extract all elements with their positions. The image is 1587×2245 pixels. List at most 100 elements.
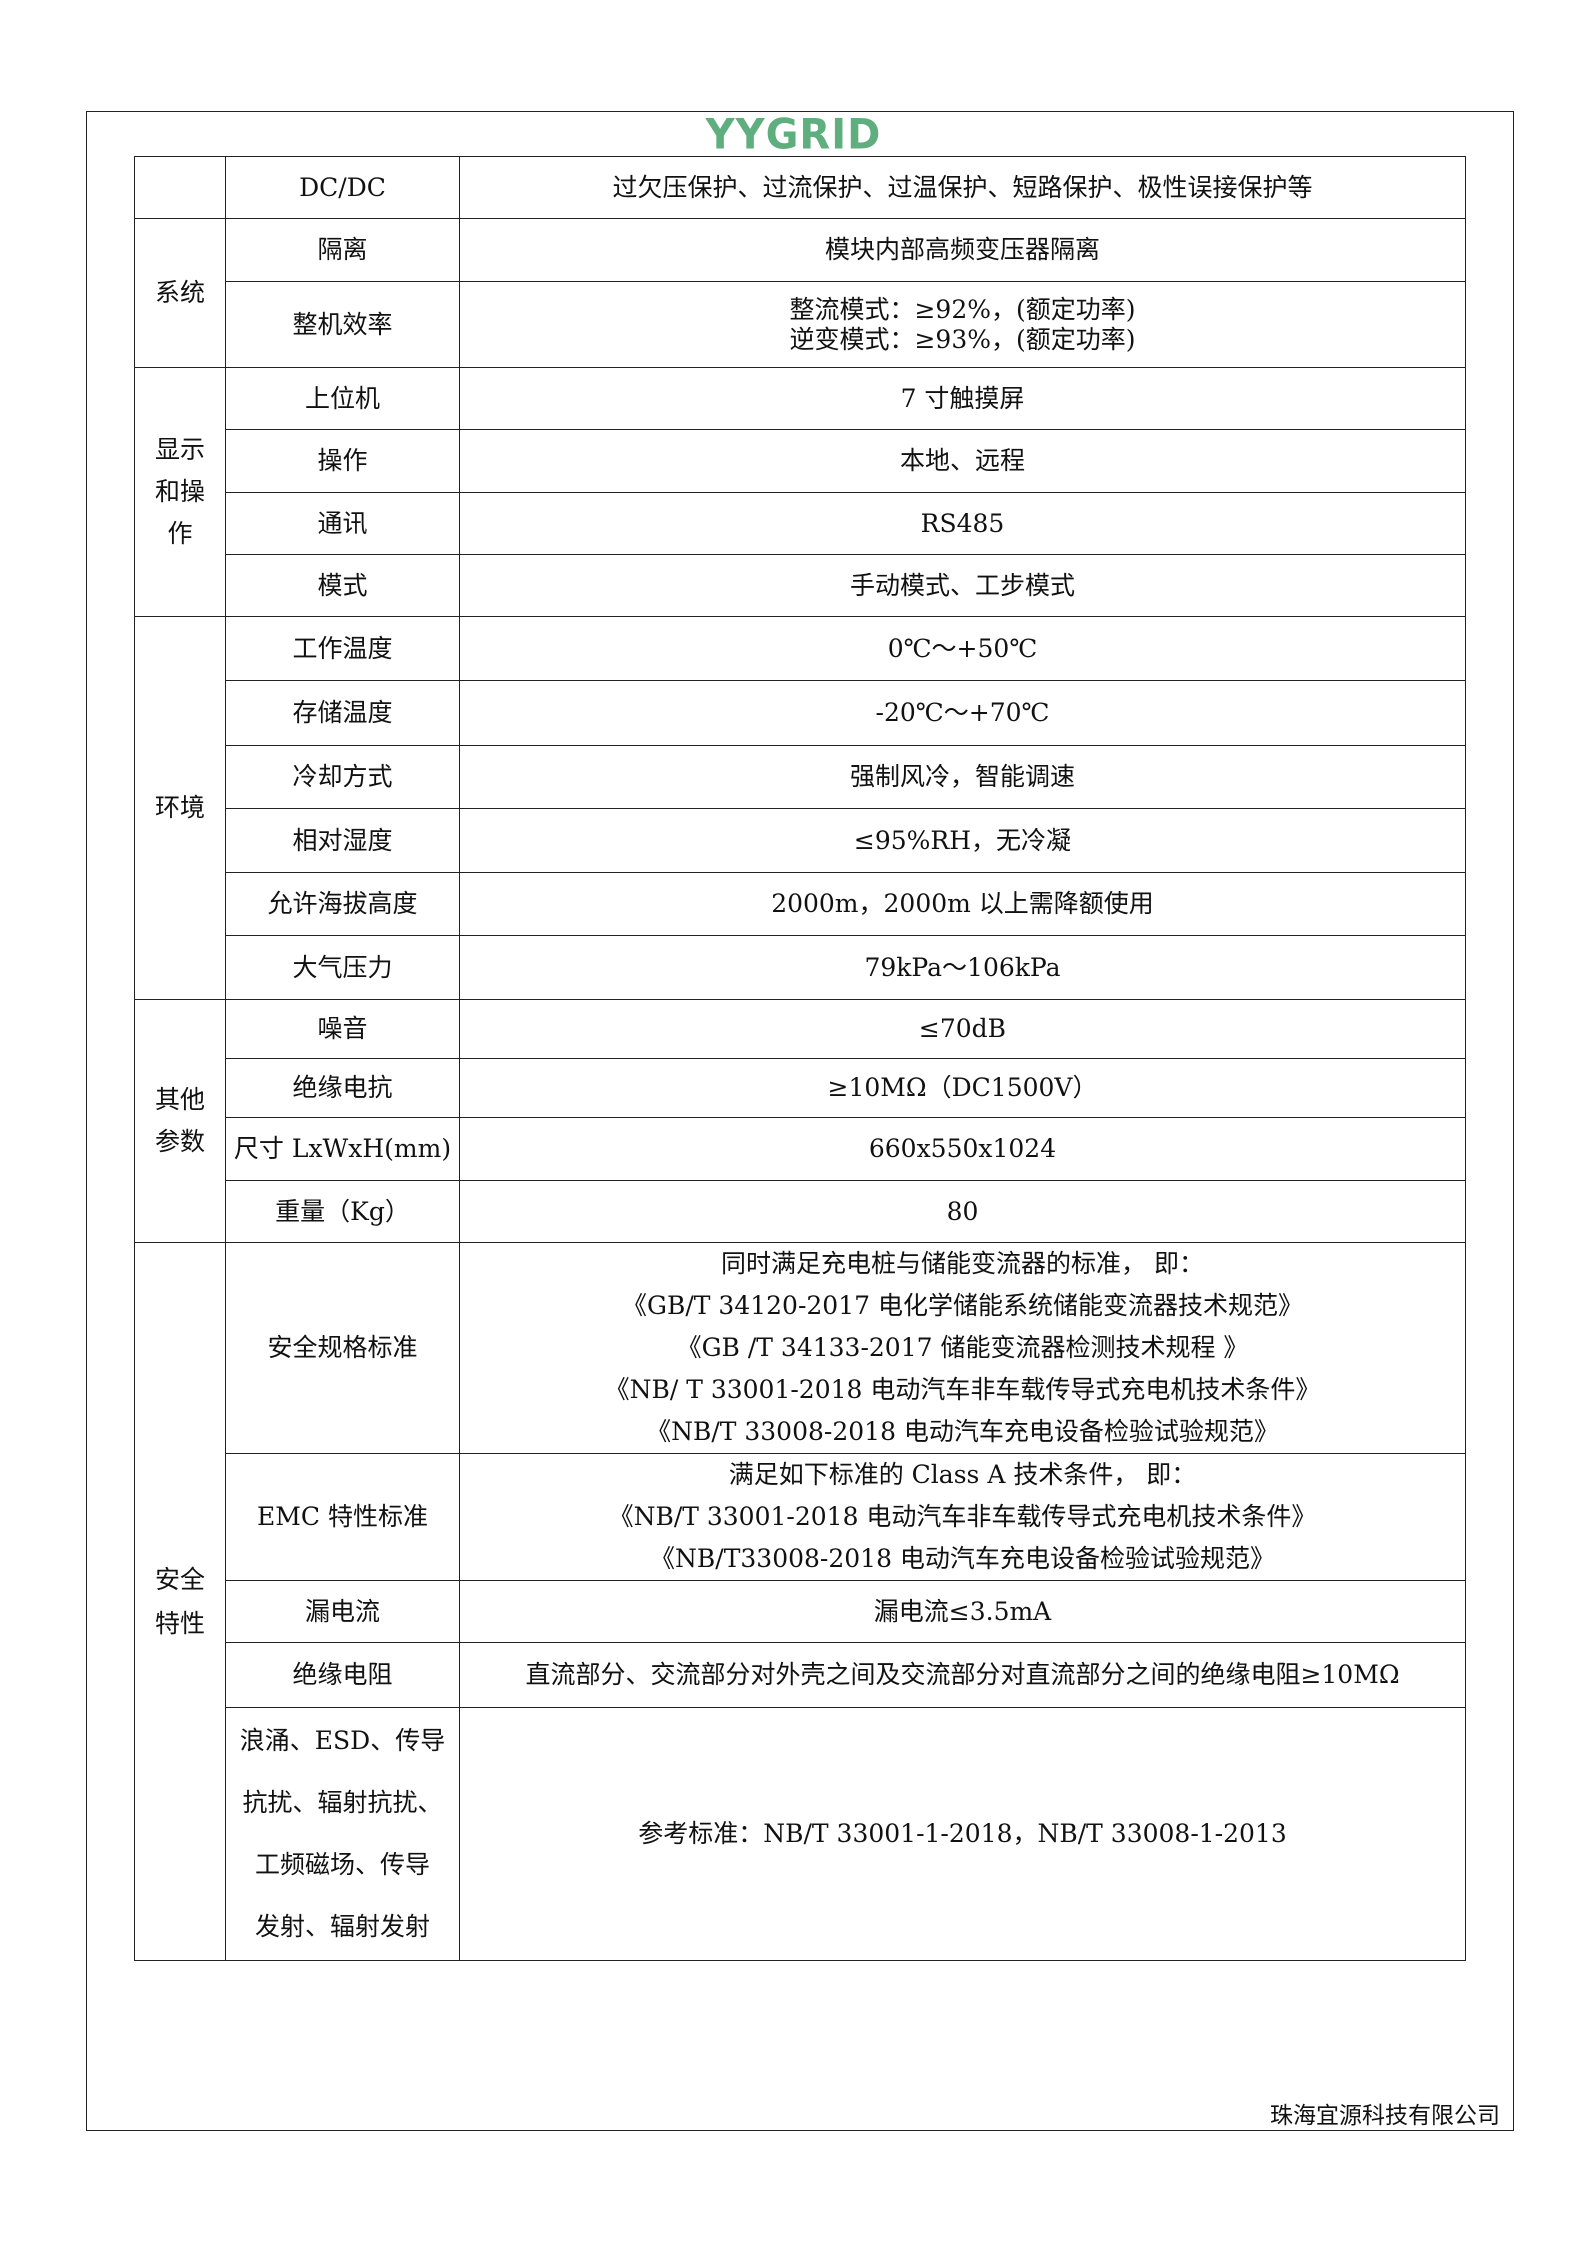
table-row: 通讯 RS485 bbox=[135, 492, 1466, 555]
param-name-line: 抗扰、辐射抗扰、 bbox=[242, 1788, 443, 1817]
param-value: RS485 bbox=[459, 492, 1466, 555]
param-name: 模式 bbox=[225, 554, 460, 617]
param-value: ≥10MΩ（DC1500V） bbox=[459, 1058, 1466, 1118]
param-value: 手动模式、工步模式 bbox=[459, 554, 1466, 617]
param-value-line: ≤70dB bbox=[918, 1014, 1007, 1043]
param-value-line: 本地、远程 bbox=[899, 446, 1025, 475]
param-value: 80 bbox=[459, 1180, 1466, 1243]
param-value-line: 79kPa～106kPa bbox=[864, 952, 1061, 982]
table-row: EMC 特性标准 满足如下标准的 Class A 技术条件， 即： 《NB/T 33… bbox=[135, 1453, 1466, 1581]
group-label: 环境 bbox=[154, 793, 205, 822]
table-row: 模式 手动模式、工步模式 bbox=[135, 554, 1466, 617]
param-name: 尺寸 LxWxH(mm) bbox=[225, 1117, 460, 1181]
page-frame bbox=[86, 111, 1514, 2131]
table-row: 绝缘电阻 直流部分、交流部分对外壳之间及交流部分对直流部分之间的绝缘电阻≥10MΩ bbox=[135, 1642, 1466, 1708]
param-value-line: 手动模式、工步模式 bbox=[849, 570, 1075, 600]
param-value: -20℃～+70℃ bbox=[459, 680, 1466, 746]
table-row: 允许海拔高度 2000m，2000m 以上需降额使用 bbox=[135, 872, 1466, 936]
group-label: 显示和操作 bbox=[154, 435, 205, 548]
param-value: ≤70dB bbox=[459, 999, 1466, 1059]
param-name: 通讯 bbox=[225, 492, 460, 555]
group-label: 其他参数 bbox=[154, 1085, 205, 1156]
param-value-line: 《GB /T 34133-2017 储能变流器检测技术规程 》 bbox=[676, 1333, 1249, 1362]
param-value-line: 满足如下标准的 Class A 技术条件， 即： bbox=[728, 1460, 1197, 1489]
param-value: 参考标准：NB/T 33001-1-2018，NB/T 33008-1-2013 bbox=[459, 1707, 1466, 1961]
param-value-line: 《NB/ T 33001-2018 电动汽车非车载传导式充电机技术条件》 bbox=[604, 1375, 1321, 1404]
group-cell bbox=[134, 156, 226, 219]
table-row: 环境 工作温度 0℃～+50℃ bbox=[134, 616, 1466, 1000]
param-value-line: ≤95%RH，无冷凝 bbox=[853, 825, 1072, 855]
table-row: 尺寸 LxWxH(mm) 660x550x1024 bbox=[135, 1117, 1466, 1181]
param-name: EMC 特性标准 bbox=[225, 1453, 460, 1581]
table-row: 冷却方式 强制风冷，智能调速 bbox=[135, 745, 1466, 809]
table-row: 绝缘电抗 ≥10MΩ（DC1500V） bbox=[135, 1058, 1466, 1118]
param-value-line: 漏电流≤3.5mA bbox=[873, 1596, 1052, 1626]
param-name: 隔离 bbox=[225, 218, 460, 282]
param-name: 漏电流 bbox=[225, 1580, 460, 1643]
param-name: 安全规格标准 bbox=[225, 1242, 460, 1454]
param-name: 绝缘电阻 bbox=[225, 1642, 460, 1708]
param-name: 冷却方式 bbox=[225, 745, 460, 809]
table-row: 显示和操作 上位机 7 寸触摸屏 bbox=[134, 367, 1466, 617]
yygrid-logo: YYGRID bbox=[705, 110, 882, 160]
param-name: 重量（Kg） bbox=[225, 1180, 460, 1243]
param-name-line: 发射、辐射发射 bbox=[254, 1912, 430, 1941]
param-value: 7 寸触摸屏 bbox=[459, 367, 1466, 430]
table-row: 漏电流 漏电流≤3.5mA bbox=[135, 1580, 1466, 1643]
param-name: 浪涌、ESD、传导 抗扰、辐射抗扰、 工频磁场、传导 发射、辐射发射 bbox=[225, 1707, 460, 1961]
table-row: 系统 隔离 模块内部高频变压器隔离 bbox=[134, 218, 1466, 368]
table-row: 其他参数 噪音 ≤70dB bbox=[134, 999, 1466, 1243]
param-value: 79kPa～106kPa bbox=[459, 935, 1466, 1000]
group-cell: 其他参数 bbox=[134, 999, 226, 1243]
param-value-line: 直流部分、交流部分对外壳之间及交流部分对直流部分之间的绝缘电阻≥10MΩ bbox=[525, 1660, 1400, 1689]
param-name: 整机效率 bbox=[225, 281, 460, 368]
table-row: 重量（Kg） 80 bbox=[135, 1180, 1466, 1243]
param-name: 操作 bbox=[225, 429, 460, 493]
param-value: 模块内部高频变压器隔离 bbox=[459, 218, 1466, 282]
table-row: 整机效率 整流模式：≥92%，(额定功率) 逆变模式：≥93%，(额定功率) bbox=[135, 281, 1466, 368]
table-row: 相对湿度 ≤95%RH，无冷凝 bbox=[135, 808, 1466, 873]
param-name: 工作温度 bbox=[225, 616, 460, 681]
param-value: 同时满足充电桩与储能变流器的标准， 即： 《GB/T 34120-2017 电化学… bbox=[459, 1242, 1466, 1454]
table-row: 大气压力 79kPa～106kPa bbox=[135, 935, 1466, 1000]
param-value-line: RS485 bbox=[920, 508, 1005, 538]
param-name: 存储温度 bbox=[225, 680, 460, 746]
param-value-line: 7 寸触摸屏 bbox=[900, 383, 1025, 413]
param-name: 绝缘电抗 bbox=[225, 1058, 460, 1118]
param-value-line: 过欠压保护、过流保护、过温保护、短路保护、极性误接保护等 bbox=[612, 172, 1313, 202]
param-value-line: 逆变模式：≥93%，(额定功率) bbox=[789, 324, 1136, 354]
param-value-line: 强制风冷，智能调速 bbox=[849, 762, 1075, 791]
company-name: 珠海宜源科技有限公司 bbox=[1270, 2103, 1500, 2129]
param-value-line: 同时满足充电桩与储能变流器的标准， 即： bbox=[721, 1249, 1204, 1278]
param-value-line: 660x550x1024 bbox=[868, 1134, 1057, 1163]
param-value-line: 参考标准：NB/T 33001-1-2018，NB/T 33008-1-2013 bbox=[638, 1819, 1287, 1848]
table-row: 操作 本地、远程 bbox=[135, 429, 1466, 493]
table-row: DC/DC 过欠压保护、过流保护、过温保护、短路保护、极性误接保护等 bbox=[134, 156, 1466, 219]
param-value-line: 80 bbox=[946, 1196, 979, 1226]
param-name: 允许海拔高度 bbox=[225, 872, 460, 936]
param-value: 2000m，2000m 以上需降额使用 bbox=[459, 872, 1466, 936]
param-value: 过欠压保护、过流保护、过温保护、短路保护、极性误接保护等 bbox=[459, 156, 1466, 219]
group-label: 安全特性 bbox=[154, 1564, 205, 1638]
param-value: 漏电流≤3.5mA bbox=[459, 1580, 1466, 1643]
param-value-line: 0℃～+50℃ bbox=[887, 633, 1038, 663]
param-value: 强制风冷，智能调速 bbox=[459, 745, 1466, 809]
table-row: 安全特性 安全规格标准 同时满足充电桩与储能变流器的标准， 即： 《GB/T 3412… bbox=[134, 1242, 1466, 1961]
param-value: ≤95%RH，无冷凝 bbox=[459, 808, 1466, 873]
param-value: 满足如下标准的 Class A 技术条件， 即： 《NB/T 33001-2018… bbox=[459, 1453, 1466, 1581]
param-name: 噪音 bbox=[225, 999, 460, 1059]
param-value-line: ≥10MΩ（DC1500V） bbox=[827, 1073, 1098, 1102]
param-name: 上位机 bbox=[225, 367, 460, 430]
param-name: 相对湿度 bbox=[225, 808, 460, 873]
table-row: 存储温度 -20℃～+70℃ bbox=[135, 680, 1466, 746]
param-value-line: 《NB/T 33008-2018 电动汽车充电设备检验试验规范》 bbox=[646, 1417, 1279, 1446]
param-value: 本地、远程 bbox=[459, 429, 1466, 493]
param-value-line: 《GB/T 34120-2017 电化学储能系统储能变流器技术规范》 bbox=[622, 1291, 1303, 1320]
param-name-line: 浪涌、ESD、传导 bbox=[239, 1726, 446, 1755]
param-value-line: 模块内部高频变压器隔离 bbox=[824, 235, 1100, 264]
param-value-line: 整流模式：≥92%，(额定功率) bbox=[789, 294, 1136, 324]
param-value: 整流模式：≥92%，(额定功率) 逆变模式：≥93%，(额定功率) bbox=[459, 281, 1466, 368]
param-name: 大气压力 bbox=[225, 935, 460, 1000]
param-value-line: 《NB/T33008-2018 电动汽车充电设备检验试验规范》 bbox=[650, 1544, 1275, 1573]
param-name: DC/DC bbox=[225, 156, 460, 219]
